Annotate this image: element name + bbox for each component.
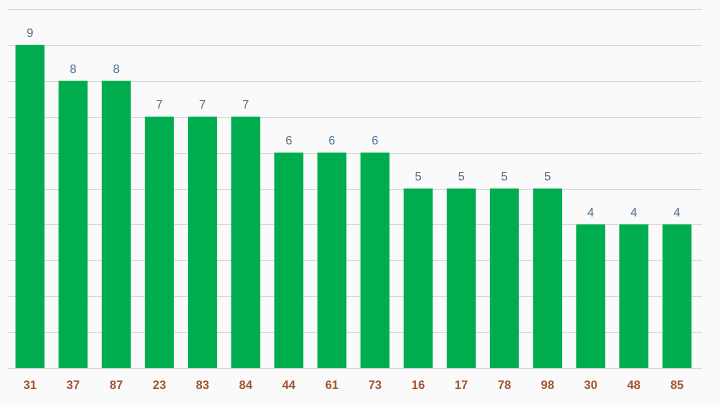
- data-label-73: 6: [372, 134, 379, 148]
- x-tick-label-17: 17: [455, 378, 469, 392]
- bar-83: [188, 116, 217, 368]
- data-label-37: 8: [70, 62, 77, 76]
- x-tick-label-44: 44: [282, 378, 296, 392]
- x-tick-label-85: 85: [670, 378, 684, 392]
- bar-17: [446, 188, 476, 368]
- x-axis-tick-labels: 31 37 87 23 83 84 44 61 73 16 17 78 98 30 48 85: [23, 378, 684, 392]
- bar-37: [58, 80, 88, 369]
- bar-31: [15, 44, 45, 369]
- x-tick-label-23: 23: [153, 378, 167, 392]
- bar-78: [489, 188, 519, 368]
- x-tick-label-16: 16: [412, 378, 426, 392]
- data-label-31: 9: [27, 26, 34, 40]
- bar-30: [576, 224, 606, 368]
- x-tick-label-48: 48: [627, 378, 641, 392]
- bar-85: [662, 224, 692, 368]
- x-tick-label-37: 37: [66, 378, 80, 392]
- x-tick-label-31: 31: [23, 378, 37, 392]
- x-tick-label-61: 61: [325, 378, 339, 392]
- data-label-84: 7: [242, 98, 249, 112]
- x-tick-label-78: 78: [498, 378, 512, 392]
- bar-61: [317, 152, 347, 368]
- x-tick-label-73: 73: [368, 378, 382, 392]
- data-label-78: 5: [501, 170, 508, 184]
- x-tick-label-98: 98: [541, 378, 555, 392]
- bar-84: [231, 116, 261, 368]
- data-label-23: 7: [156, 98, 163, 112]
- data-label-83: 7: [199, 98, 206, 112]
- bar-series: [15, 44, 692, 369]
- x-tick-label-87: 87: [110, 378, 124, 392]
- bar-73: [360, 152, 390, 368]
- bar-23: [144, 116, 174, 368]
- x-tick-label-84: 84: [239, 378, 253, 392]
- data-label-87: 8: [113, 62, 120, 76]
- data-labels: 9 8 8 7 7 7 6 6 6 5 5 5 5 4 4 4: [27, 26, 681, 219]
- bar-16: [403, 188, 433, 368]
- bar-87: [101, 80, 131, 369]
- x-tick-label-30: 30: [584, 378, 598, 392]
- data-label-85: 4: [674, 205, 681, 219]
- x-tick-label-83: 83: [196, 378, 210, 392]
- bar-98: [533, 188, 563, 368]
- data-label-44: 6: [285, 134, 292, 148]
- data-label-48: 4: [630, 205, 637, 219]
- data-label-61: 6: [329, 134, 336, 148]
- data-label-30: 4: [587, 205, 594, 219]
- bar-44: [274, 152, 304, 368]
- data-label-17: 5: [458, 170, 465, 184]
- data-label-98: 5: [544, 170, 551, 184]
- data-label-16: 5: [415, 170, 422, 184]
- bar-48: [619, 224, 649, 368]
